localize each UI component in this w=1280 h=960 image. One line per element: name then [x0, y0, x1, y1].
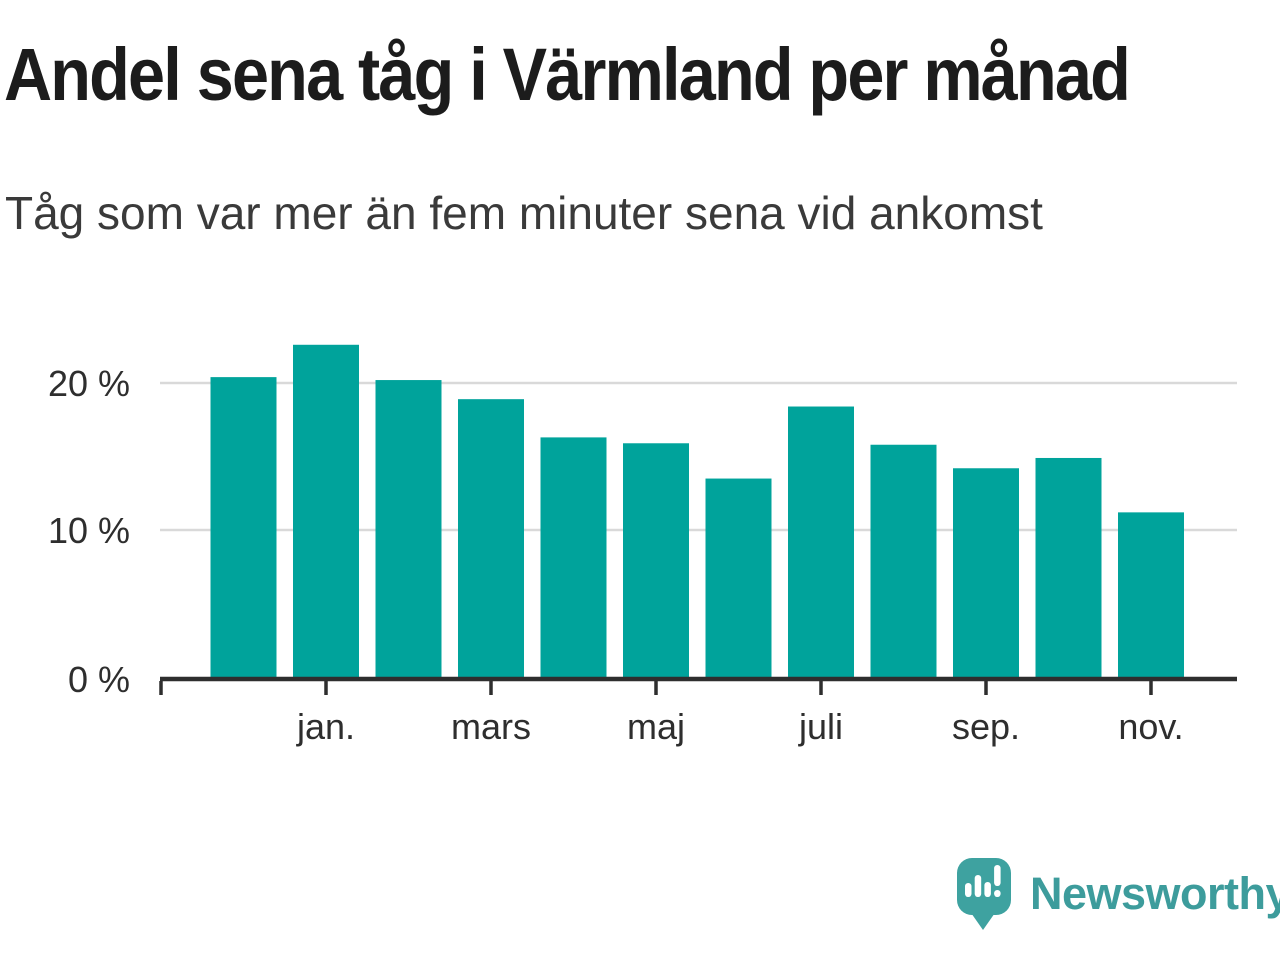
bar [705, 478, 772, 677]
x-tick-label: jan. [296, 706, 355, 747]
chart-subtitle: Tåg som var mer än fem minuter sena vid … [5, 187, 1043, 239]
newsworthy-logo: Newsworthy [956, 856, 1280, 932]
x-tick-label: nov. [1118, 706, 1183, 747]
y-tick-label: 10 % [48, 510, 130, 551]
y-tick-label: 0 % [68, 659, 130, 700]
y-tick-label: 20 % [48, 363, 130, 404]
x-tick-label: maj [627, 706, 685, 747]
bar [375, 380, 442, 677]
bar [458, 399, 524, 677]
newsworthy-icon [957, 858, 1011, 930]
bar [540, 437, 607, 677]
bar [1035, 457, 1102, 677]
bar [788, 406, 854, 677]
bar [870, 444, 937, 677]
bar [1118, 512, 1184, 677]
newsworthy-wordmark: Newsworthy [1030, 868, 1280, 919]
bar [623, 443, 689, 677]
x-tick-label: juli [798, 706, 843, 747]
bar [210, 377, 277, 677]
bar [293, 344, 359, 677]
bar [953, 468, 1019, 677]
chart-title: Andel sena tåg i Värmland per månad [4, 33, 1131, 116]
x-tick-label: mars [451, 706, 531, 747]
x-tick-label: sep. [952, 706, 1020, 747]
